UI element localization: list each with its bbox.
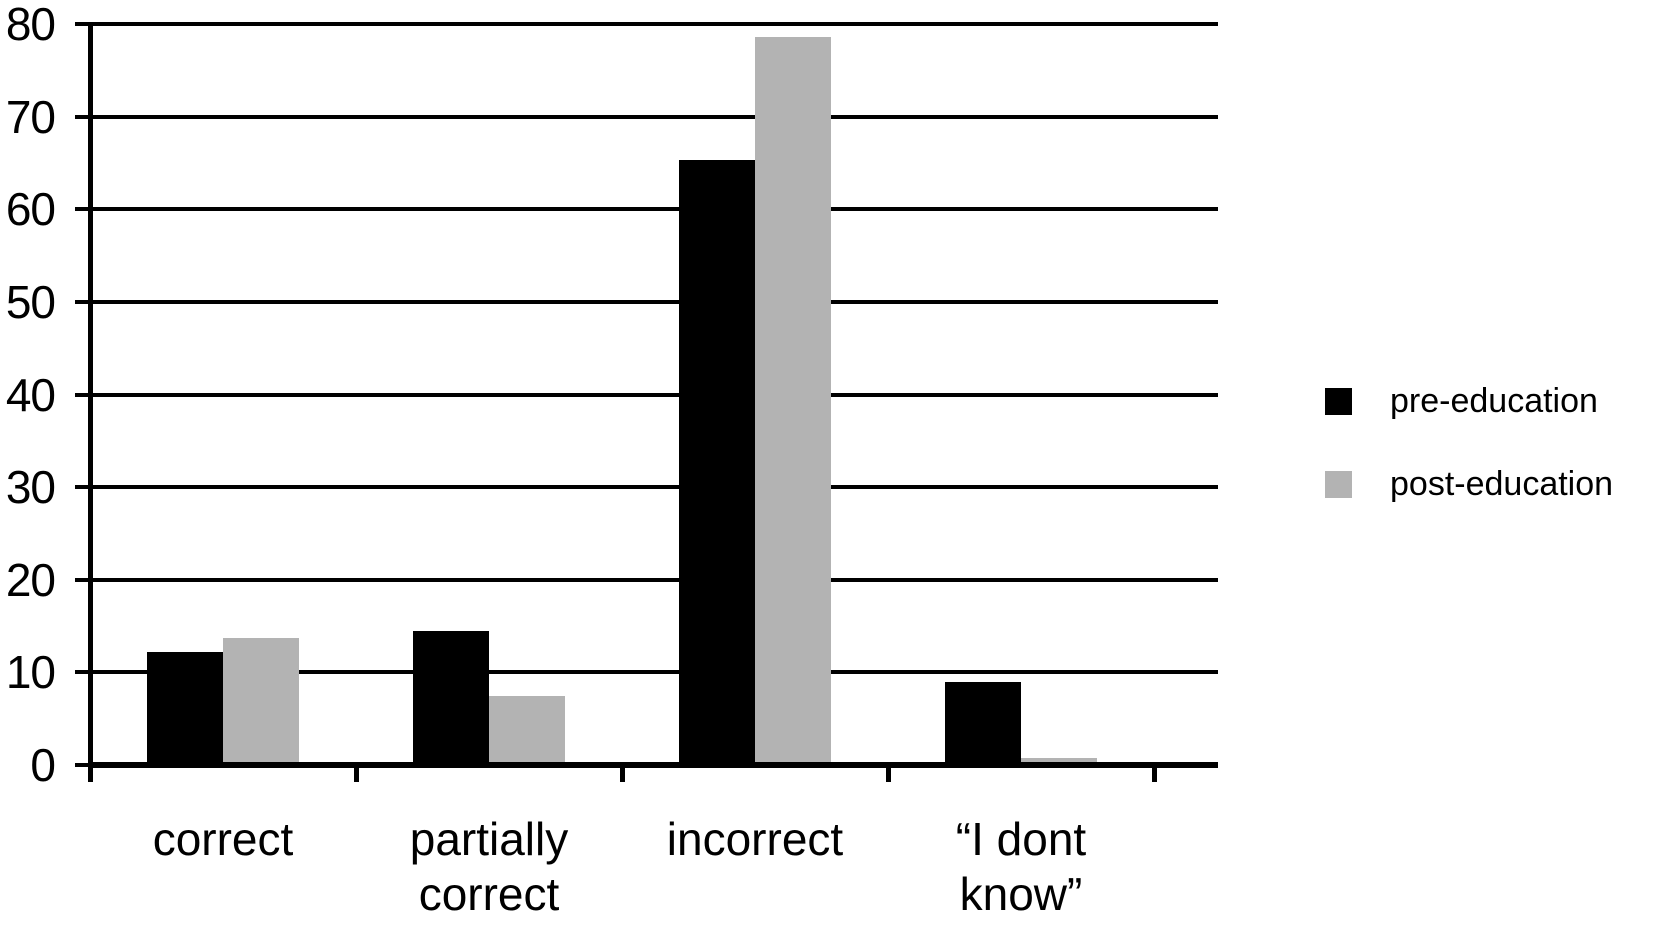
gridline-80 — [90, 22, 1218, 26]
legend: pre-education post-education — [1325, 383, 1613, 503]
y-axis-tick-label-10: 10 — [5, 646, 56, 699]
y-axis-tick-70 — [75, 114, 90, 119]
x-axis-label-incorrect: incorrect — [666, 813, 844, 865]
bar-preeducation-incorrect — [679, 160, 755, 765]
gridline-0 — [90, 762, 1218, 768]
gridline-10 — [90, 670, 1218, 675]
gridline-50 — [90, 299, 1218, 304]
bar-preeducation-i-dont-know — [945, 681, 1021, 765]
bar-preeducation-partially-correct — [413, 630, 489, 765]
x-axis-label-i-dont-know: “I dont know” — [955, 813, 1087, 920]
x-axis-tick-3 — [886, 765, 891, 782]
legend-item-post-education: post-education — [1325, 466, 1613, 503]
y-axis-tick-30 — [75, 485, 90, 490]
plot-area: 0 10 20 30 40 50 60 70 80 — [6, 0, 1218, 791]
bar-posteducation-correct — [223, 638, 299, 765]
y-axis-tick-label-60: 60 — [5, 183, 56, 236]
gridline-20 — [90, 577, 1218, 582]
bar-preeducation-correct — [147, 652, 223, 765]
gridline-70 — [90, 114, 1218, 119]
x-axis-label-correct: correct — [152, 813, 294, 865]
x-axis-tick-0 — [88, 765, 93, 782]
bar-posteducation-incorrect — [755, 36, 831, 765]
gridline-60 — [90, 207, 1218, 212]
gridline-40 — [90, 392, 1218, 397]
y-axis-tick-label-0: 0 — [30, 739, 56, 791]
y-axis-tick-80 — [75, 22, 90, 26]
x-axis-tick-4 — [1152, 765, 1157, 782]
y-axis-tick-label-30: 30 — [5, 461, 56, 514]
bar-posteducation-partially-correct — [489, 695, 565, 765]
y-axis-tick-60 — [75, 207, 90, 212]
legend-label-post-education: post-education — [1390, 465, 1614, 503]
y-axis-tick-0 — [75, 763, 90, 767]
x-axis-tick-1 — [354, 765, 359, 782]
bar-posteducation-i-dont-know — [1021, 757, 1097, 765]
y-axis-tick-label-40: 40 — [5, 368, 56, 421]
y-axis-tick-10 — [75, 670, 90, 675]
gridline-30 — [90, 485, 1218, 490]
y-axis-tick-50 — [75, 299, 90, 304]
post-education-swatch-icon — [1325, 471, 1352, 498]
x-axis-label-partially-correct: partially correct — [409, 813, 569, 920]
y-axis-tick-label-20: 20 — [5, 553, 56, 606]
legend-item-pre-education: pre-education — [1325, 383, 1613, 420]
y-axis-tick-40 — [75, 392, 90, 397]
legend-label-pre-education: pre-education — [1390, 382, 1598, 420]
y-axis-tick-label-70: 70 — [5, 90, 56, 143]
pre-education-swatch-icon — [1325, 388, 1352, 415]
y-axis-tick-20 — [75, 577, 90, 582]
y-axis-tick-label-50: 50 — [5, 275, 56, 328]
x-axis-labels: correct partially correct incorrect “I dont… — [90, 812, 1218, 942]
y-axis-line — [88, 24, 93, 781]
y-axis-tick-label-80: 80 — [5, 0, 56, 50]
x-axis-tick-2 — [620, 765, 625, 782]
